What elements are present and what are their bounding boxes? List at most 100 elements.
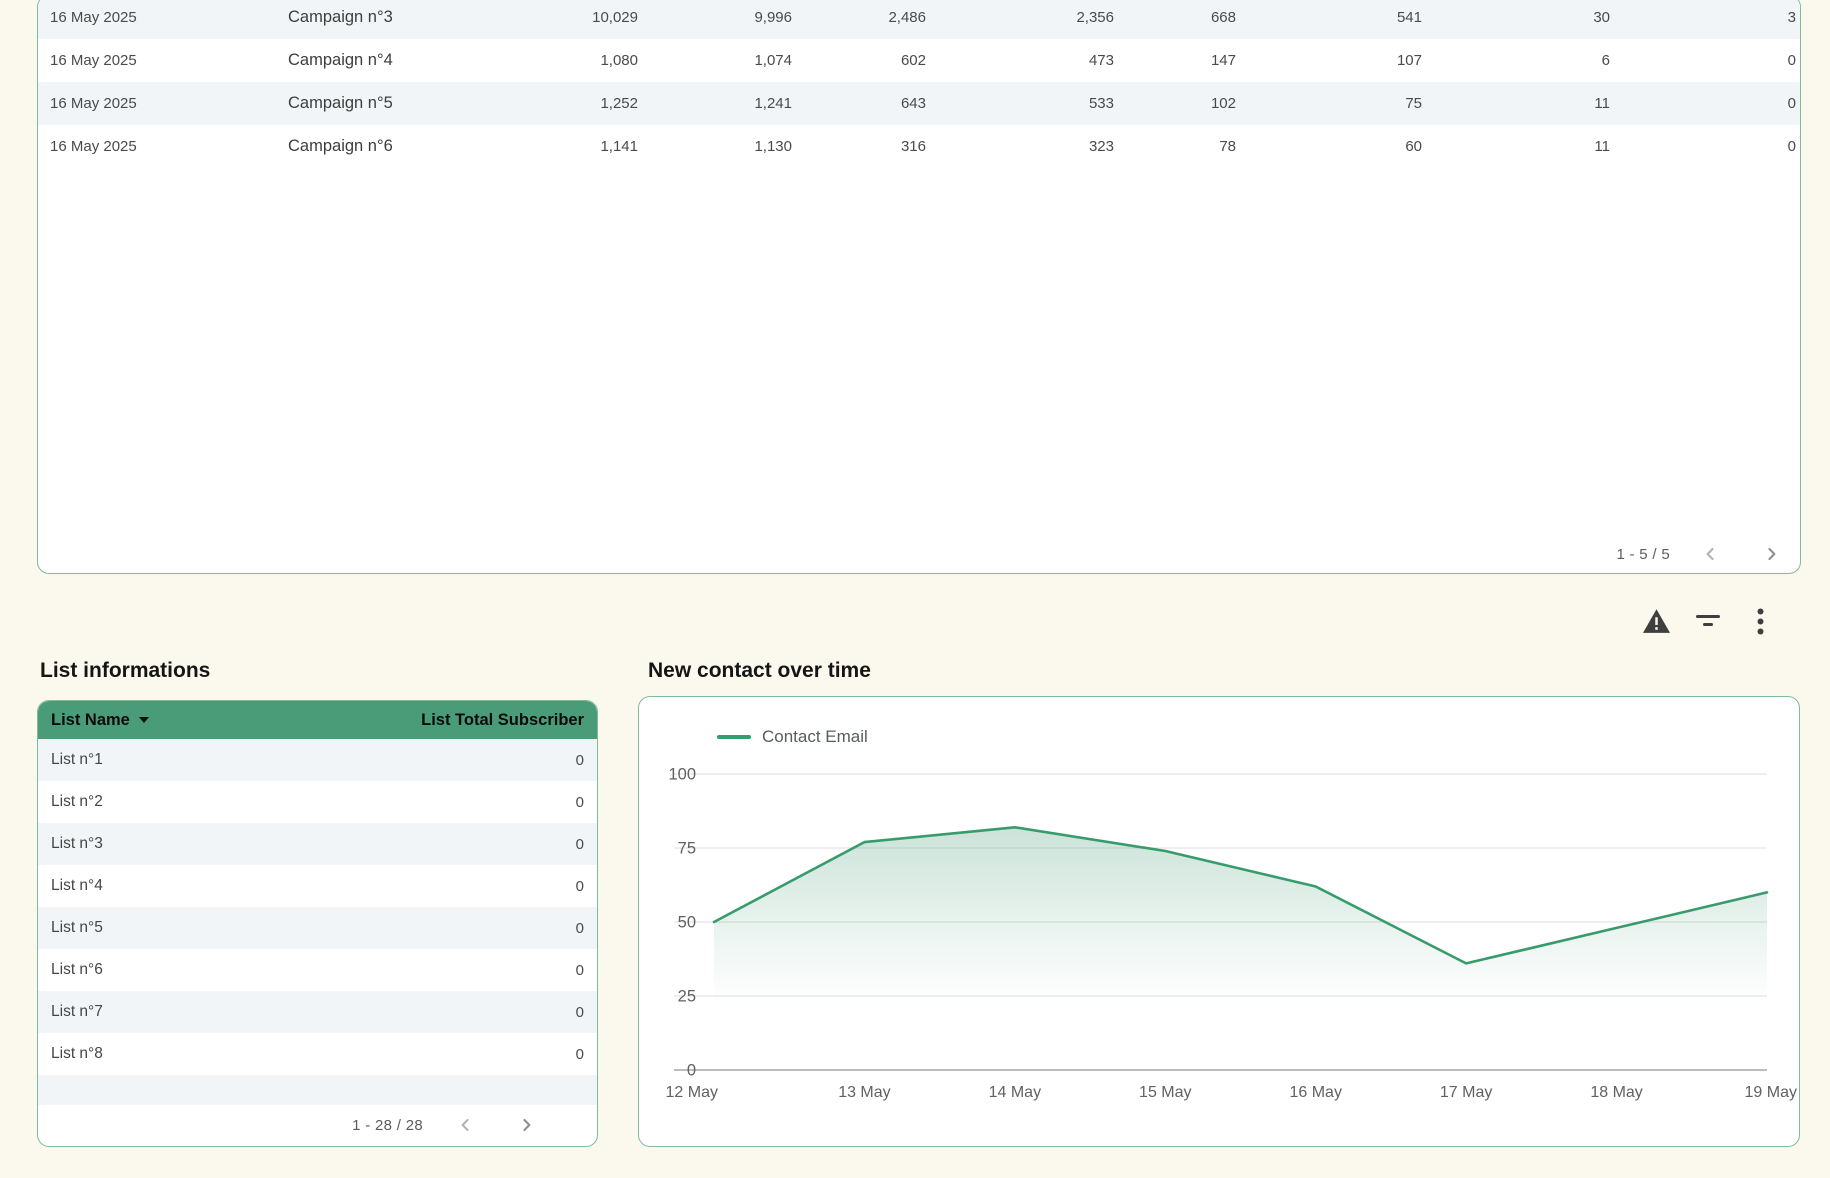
cell-metric: 6: [1422, 39, 1610, 82]
campaign-table-row: 16 May 2025Campaign n°51,2521,2416435331…: [38, 82, 1800, 125]
cell-subscriber-count: 0: [576, 1004, 584, 1021]
y-axis-tick-label: 0: [687, 1062, 696, 1080]
cell-metric: 1,141: [551, 125, 638, 168]
warning-icon[interactable]: [1642, 606, 1670, 636]
area-fill: [714, 827, 1767, 1070]
list-table-row: List n°8 0: [38, 1033, 597, 1075]
cell-metric: 30: [1422, 0, 1610, 39]
cell-metric: 102: [1114, 82, 1236, 125]
list-rows: List n°10List n°20List n°30List n°40List…: [38, 739, 597, 1075]
cell-metric: 668: [1114, 0, 1236, 39]
x-axis-tick-label: 19 May: [1745, 1084, 1797, 1101]
list-name-column-header[interactable]: List Name: [51, 711, 149, 730]
cell-subscriber-count: 0: [576, 878, 584, 895]
cell-campaign-name: Campaign n°4: [288, 39, 551, 82]
cell-metric: 11: [1422, 82, 1610, 125]
cell-subscriber-count: 0: [576, 1046, 584, 1063]
cell-list-name: List n°8: [51, 1045, 103, 1063]
y-axis-tick-label: 100: [668, 766, 696, 784]
list-section-title: List informations: [40, 659, 210, 683]
cell-campaign-name: Campaign n°5: [288, 82, 551, 125]
cell-metric: 0: [1610, 125, 1800, 168]
list-table-header: List Name List Total Subscriber: [38, 701, 597, 739]
cell-metric: 0: [1610, 39, 1800, 82]
cell-metric: 1,252: [551, 82, 638, 125]
list-table-pagination: 1 - 28 / 28: [352, 1112, 539, 1138]
list-table-row: List n°7 0: [38, 991, 597, 1033]
cell-date: 16 May 2025: [38, 0, 288, 39]
legend-line-swatch: [717, 735, 751, 739]
campaign-table-pagination: 1 - 5 / 5: [1616, 541, 1784, 567]
list-name-column-label: List Name: [51, 711, 130, 730]
cell-campaign-name: Campaign n°3: [288, 0, 551, 39]
line-chart-card: 0 25 50 75 100 12 May 13 May 14 May 15 May 16 May…: [638, 696, 1800, 1147]
list-table-row: List n°1 0: [38, 739, 597, 781]
pagination-range-label: 1 - 28 / 28: [352, 1117, 423, 1134]
cell-metric: 2,486: [792, 0, 926, 39]
x-axis-tick-label: 13 May: [838, 1084, 890, 1101]
cell-metric: 643: [792, 82, 926, 125]
cell-subscriber-count: 0: [576, 794, 584, 811]
cell-subscriber-count: 0: [576, 920, 584, 937]
chart-legend-item[interactable]: Contact Email: [717, 727, 868, 747]
x-axis-tick-label: 17 May: [1440, 1084, 1492, 1101]
list-table-row: List n°30: [38, 823, 597, 865]
chevron-right-icon[interactable]: [1760, 542, 1784, 566]
x-axis-tick-label: 14 May: [989, 1084, 1041, 1101]
chevron-left-icon[interactable]: [1698, 542, 1722, 566]
empty-row-stripe: [38, 1075, 597, 1105]
y-axis-tick-label: 25: [678, 988, 696, 1006]
more-vertical-icon[interactable]: [1746, 606, 1774, 636]
cell-metric: 541: [1236, 0, 1422, 39]
cell-subscriber-count: 0: [576, 752, 584, 769]
cell-list-name: List n°3: [51, 835, 103, 853]
chevron-right-icon[interactable]: [515, 1113, 539, 1137]
cell-metric: 60: [1236, 125, 1422, 168]
cell-metric: 75: [1236, 82, 1422, 125]
x-axis-tick-label: 16 May: [1289, 1084, 1341, 1101]
chart-toolbar: [1642, 606, 1774, 636]
y-axis-tick-label: 75: [678, 840, 696, 858]
list-table-row: List n°20: [38, 781, 597, 823]
cell-date: 16 May 2025: [38, 39, 288, 82]
cell-subscriber-count: 0: [576, 962, 584, 979]
cell-metric: 533: [926, 82, 1114, 125]
legend-label: Contact Email: [762, 727, 868, 747]
line-chart: 0 25 50 75 100 12 May 13 May 14 May 15 May 16 May…: [639, 697, 1799, 1146]
x-axis-tick-label: 12 May: [666, 1084, 718, 1101]
cell-metric: 0: [1610, 82, 1800, 125]
campaign-table: 16 May 2025Campaign n°310,0299,9962,4862…: [38, 0, 1800, 168]
cell-metric: 473: [926, 39, 1114, 82]
cell-list-name: List n°4: [51, 877, 103, 895]
list-table-row: List n°6 0: [38, 949, 597, 991]
cell-metric: 9,996: [638, 0, 792, 39]
filter-icon[interactable]: [1694, 606, 1722, 636]
cell-metric: 147: [1114, 39, 1236, 82]
cell-list-name: List n°7: [51, 1003, 103, 1021]
campaign-table-card: 16 May 2025Campaign n°310,0299,9962,4862…: [37, 0, 1801, 574]
campaign-table-row: 16 May 2025Campaign n°41,0801,0746024731…: [38, 39, 1800, 82]
list-subscriber-column-header[interactable]: List Total Subscriber: [421, 711, 584, 730]
cell-list-name: List n°6: [51, 961, 103, 979]
x-axis-tick-label: 18 May: [1590, 1084, 1642, 1101]
chevron-left-icon[interactable]: [453, 1113, 477, 1137]
x-axis-tick-label: 15 May: [1139, 1084, 1191, 1101]
cell-campaign-name: Campaign n°6: [288, 125, 551, 168]
cell-metric: 3: [1610, 0, 1800, 39]
cell-metric: 323: [926, 125, 1114, 168]
cell-list-name: List n°1: [51, 751, 103, 769]
cell-metric: 107: [1236, 39, 1422, 82]
list-table-card: List Name List Total Subscriber List n°1…: [37, 700, 598, 1147]
cell-metric: 11: [1422, 125, 1610, 168]
cell-metric: 1,074: [638, 39, 792, 82]
cell-metric: 78: [1114, 125, 1236, 168]
chart-section-title: New contact over time: [648, 659, 871, 683]
campaign-table-row: 16 May 2025Campaign n°310,0299,9962,4862…: [38, 0, 1800, 39]
cell-metric: 602: [792, 39, 926, 82]
cell-list-name: List n°5: [51, 919, 103, 937]
cell-date: 16 May 2025: [38, 125, 288, 168]
cell-metric: 1,241: [638, 82, 792, 125]
cell-metric: 2,356: [926, 0, 1114, 39]
sort-descending-caret-icon: [139, 717, 149, 723]
y-axis-tick-label: 50: [678, 914, 696, 932]
